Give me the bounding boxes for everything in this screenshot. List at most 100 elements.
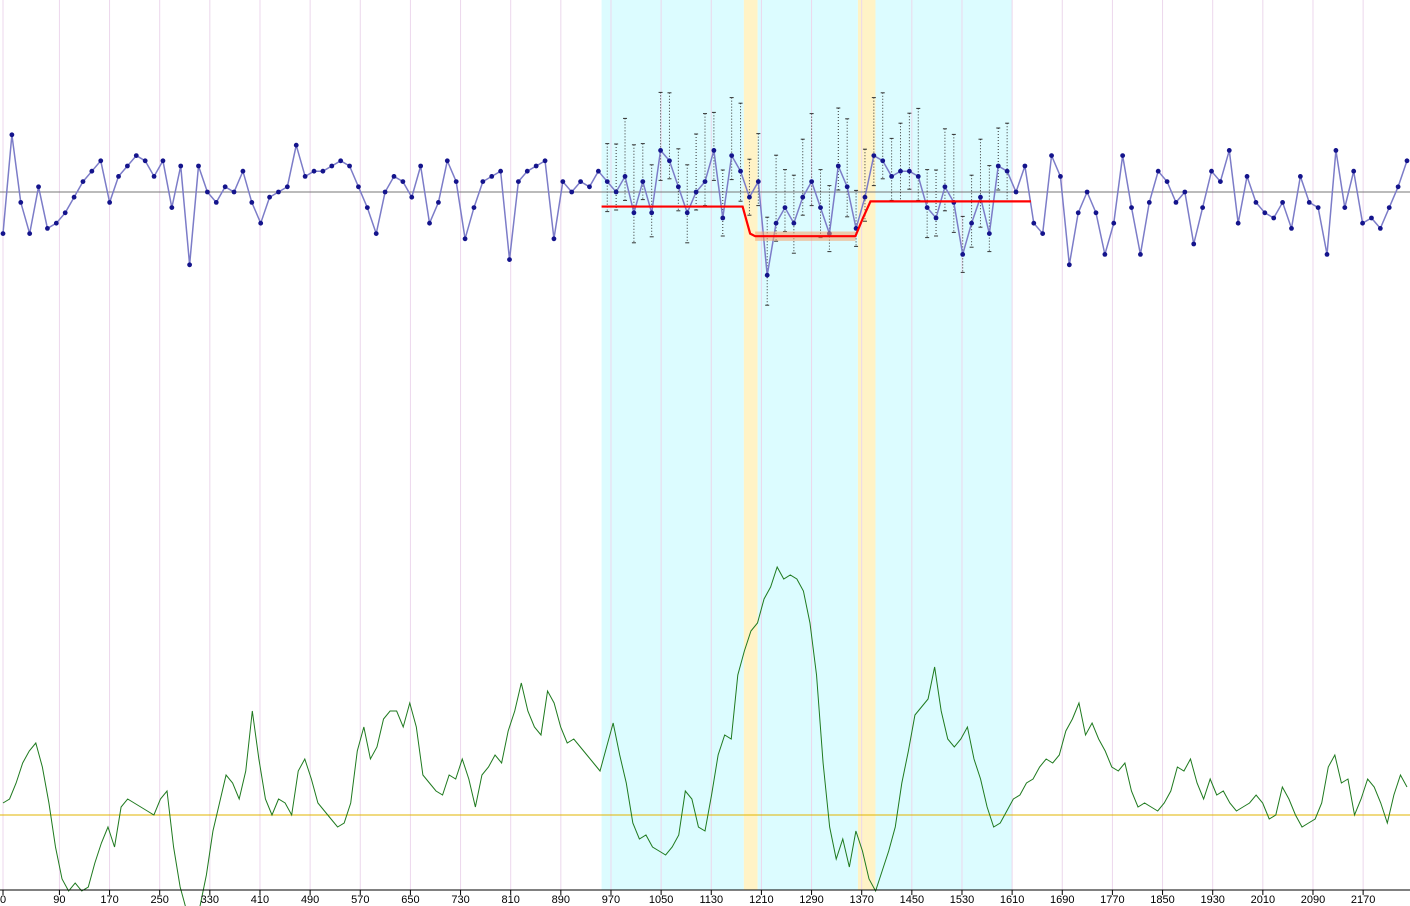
observation-point-118 bbox=[1049, 153, 1054, 159]
observation-point-116 bbox=[1031, 220, 1037, 226]
observation-point-37 bbox=[329, 163, 335, 169]
observation-point-105 bbox=[933, 215, 939, 221]
observation-point-14 bbox=[125, 163, 130, 169]
observation-point-71 bbox=[631, 210, 637, 216]
observation-point-157 bbox=[1395, 184, 1401, 190]
shaded-region-4 bbox=[875, 0, 1013, 890]
observation-point-60 bbox=[533, 163, 539, 169]
shaded-region-3 bbox=[857, 0, 876, 890]
observation-point-125 bbox=[1111, 220, 1117, 226]
observation-point-50 bbox=[444, 158, 450, 164]
observation-point-26 bbox=[231, 189, 237, 195]
observation-point-84 bbox=[747, 194, 752, 200]
statistic-line bbox=[2, 565, 1408, 906]
upper-panel bbox=[0, 91, 1410, 306]
x-tick-label-90: 90 bbox=[53, 894, 65, 906]
observation-point-136 bbox=[1209, 168, 1214, 174]
observation-point-56 bbox=[498, 168, 504, 174]
x-tick-label-1370: 1370 bbox=[849, 894, 873, 906]
observation-point-129 bbox=[1146, 200, 1152, 205]
x-tick-label-1850: 1850 bbox=[1150, 894, 1174, 906]
observation-point-72 bbox=[640, 179, 646, 185]
observation-point-24 bbox=[213, 200, 219, 205]
observation-point-146 bbox=[1297, 174, 1303, 179]
observation-point-126 bbox=[1120, 153, 1126, 159]
observation-point-39 bbox=[347, 163, 352, 169]
observation-point-51 bbox=[453, 179, 459, 185]
observation-point-110 bbox=[978, 194, 983, 200]
x-tick-label-730: 730 bbox=[451, 894, 469, 906]
observation-point-150 bbox=[1333, 148, 1339, 153]
x-tick-label-2170: 2170 bbox=[1351, 894, 1375, 906]
x-tick-label-1770: 1770 bbox=[1100, 894, 1124, 906]
observation-point-123 bbox=[1093, 210, 1099, 216]
observation-point-12 bbox=[107, 200, 113, 205]
x-tick-label-1530: 1530 bbox=[950, 894, 974, 906]
x-tick-label-650: 650 bbox=[401, 894, 419, 906]
observation-point-46 bbox=[409, 194, 415, 200]
observation-point-89 bbox=[791, 220, 797, 226]
observation-point-109 bbox=[969, 220, 974, 226]
observation-point-36 bbox=[320, 168, 326, 174]
observation-point-73 bbox=[649, 210, 655, 216]
observation-point-38 bbox=[338, 158, 344, 164]
observation-point-74 bbox=[658, 148, 663, 153]
observation-point-43 bbox=[382, 189, 388, 195]
observation-point-52 bbox=[462, 236, 468, 242]
observation-point-130 bbox=[1155, 168, 1161, 174]
observation-point-13 bbox=[116, 174, 121, 179]
observation-point-149 bbox=[1324, 252, 1330, 257]
observation-point-34 bbox=[302, 174, 308, 179]
shaded-region-0 bbox=[601, 0, 744, 890]
observation-point-132 bbox=[1173, 200, 1179, 205]
observation-point-76 bbox=[675, 184, 681, 190]
observation-point-81 bbox=[720, 215, 726, 221]
x-tick-label-490: 490 bbox=[301, 894, 319, 906]
observation-point-82 bbox=[729, 153, 735, 159]
observation-point-47 bbox=[418, 163, 424, 169]
observation-point-7 bbox=[62, 210, 68, 216]
observation-point-55 bbox=[489, 174, 495, 179]
x-tick-label-570: 570 bbox=[351, 894, 369, 906]
observation-point-120 bbox=[1066, 262, 1072, 268]
observation-point-77 bbox=[684, 210, 690, 216]
observation-point-32 bbox=[284, 184, 290, 190]
observation-point-133 bbox=[1182, 189, 1188, 195]
observation-point-3 bbox=[27, 231, 33, 237]
observation-point-17 bbox=[151, 174, 157, 179]
x-tick-label-2010: 2010 bbox=[1251, 894, 1275, 906]
observation-point-78 bbox=[693, 189, 699, 195]
lower-panel bbox=[0, 565, 1410, 906]
shaded-region-1 bbox=[743, 0, 758, 890]
observation-point-80 bbox=[711, 148, 717, 153]
x-tick-label-2090: 2090 bbox=[1301, 894, 1325, 906]
observation-point-20 bbox=[178, 163, 184, 169]
x-tick-label-890: 890 bbox=[552, 894, 570, 906]
observation-point-131 bbox=[1164, 179, 1170, 185]
observation-point-139 bbox=[1235, 220, 1241, 226]
observation-point-90 bbox=[800, 194, 806, 200]
observation-point-100 bbox=[889, 174, 895, 179]
observation-point-121 bbox=[1075, 210, 1081, 216]
observation-point-21 bbox=[187, 262, 193, 268]
observation-point-115 bbox=[1022, 163, 1028, 169]
x-axis: 0 90 170 250 330 410 490 570 650 730 810 890 970 1050… bbox=[0, 889, 1410, 906]
observation-point-111 bbox=[986, 231, 992, 237]
observation-point-2 bbox=[18, 200, 24, 205]
observation-point-128 bbox=[1138, 252, 1143, 257]
observation-point-97 bbox=[862, 194, 868, 200]
observation-point-66 bbox=[587, 184, 592, 190]
observation-point-83 bbox=[738, 168, 743, 174]
observation-point-65 bbox=[578, 179, 583, 185]
observation-point-35 bbox=[311, 168, 317, 174]
x-tick-label-970: 970 bbox=[602, 894, 620, 906]
observation-point-28 bbox=[249, 200, 255, 205]
observation-point-69 bbox=[613, 189, 619, 195]
observation-point-91 bbox=[809, 179, 815, 185]
observation-point-134 bbox=[1191, 241, 1197, 247]
observation-point-49 bbox=[436, 200, 441, 205]
observation-point-145 bbox=[1289, 226, 1294, 231]
observation-point-144 bbox=[1280, 200, 1285, 205]
observation-point-156 bbox=[1386, 205, 1392, 211]
observation-point-68 bbox=[604, 179, 610, 185]
